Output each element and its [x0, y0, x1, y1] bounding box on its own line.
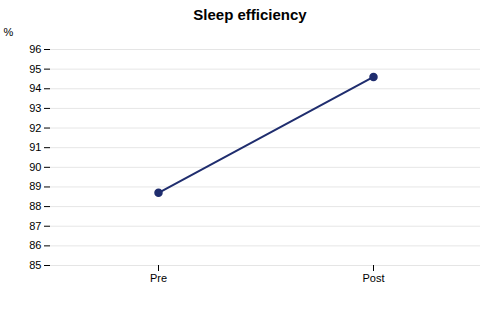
- svg-text:92: 92: [29, 122, 41, 134]
- svg-text:%: %: [4, 26, 14, 38]
- svg-text:90: 90: [29, 161, 41, 173]
- svg-text:95: 95: [29, 63, 41, 75]
- svg-text:88: 88: [29, 200, 41, 212]
- svg-text:89: 89: [29, 180, 41, 192]
- svg-text:Pre: Pre: [150, 272, 167, 284]
- html-text:Sleep efficiency: Sleep efficiency: [193, 6, 307, 23]
- svg-text:93: 93: [29, 102, 41, 114]
- svg-text:Post: Post: [362, 272, 384, 284]
- svg-text:96: 96: [29, 43, 41, 55]
- svg-text:86: 86: [29, 239, 41, 251]
- svg-text:94: 94: [29, 82, 41, 94]
- svg-text:87: 87: [29, 220, 41, 232]
- svg-text:91: 91: [29, 141, 41, 153]
- svg-text:85: 85: [29, 259, 41, 271]
